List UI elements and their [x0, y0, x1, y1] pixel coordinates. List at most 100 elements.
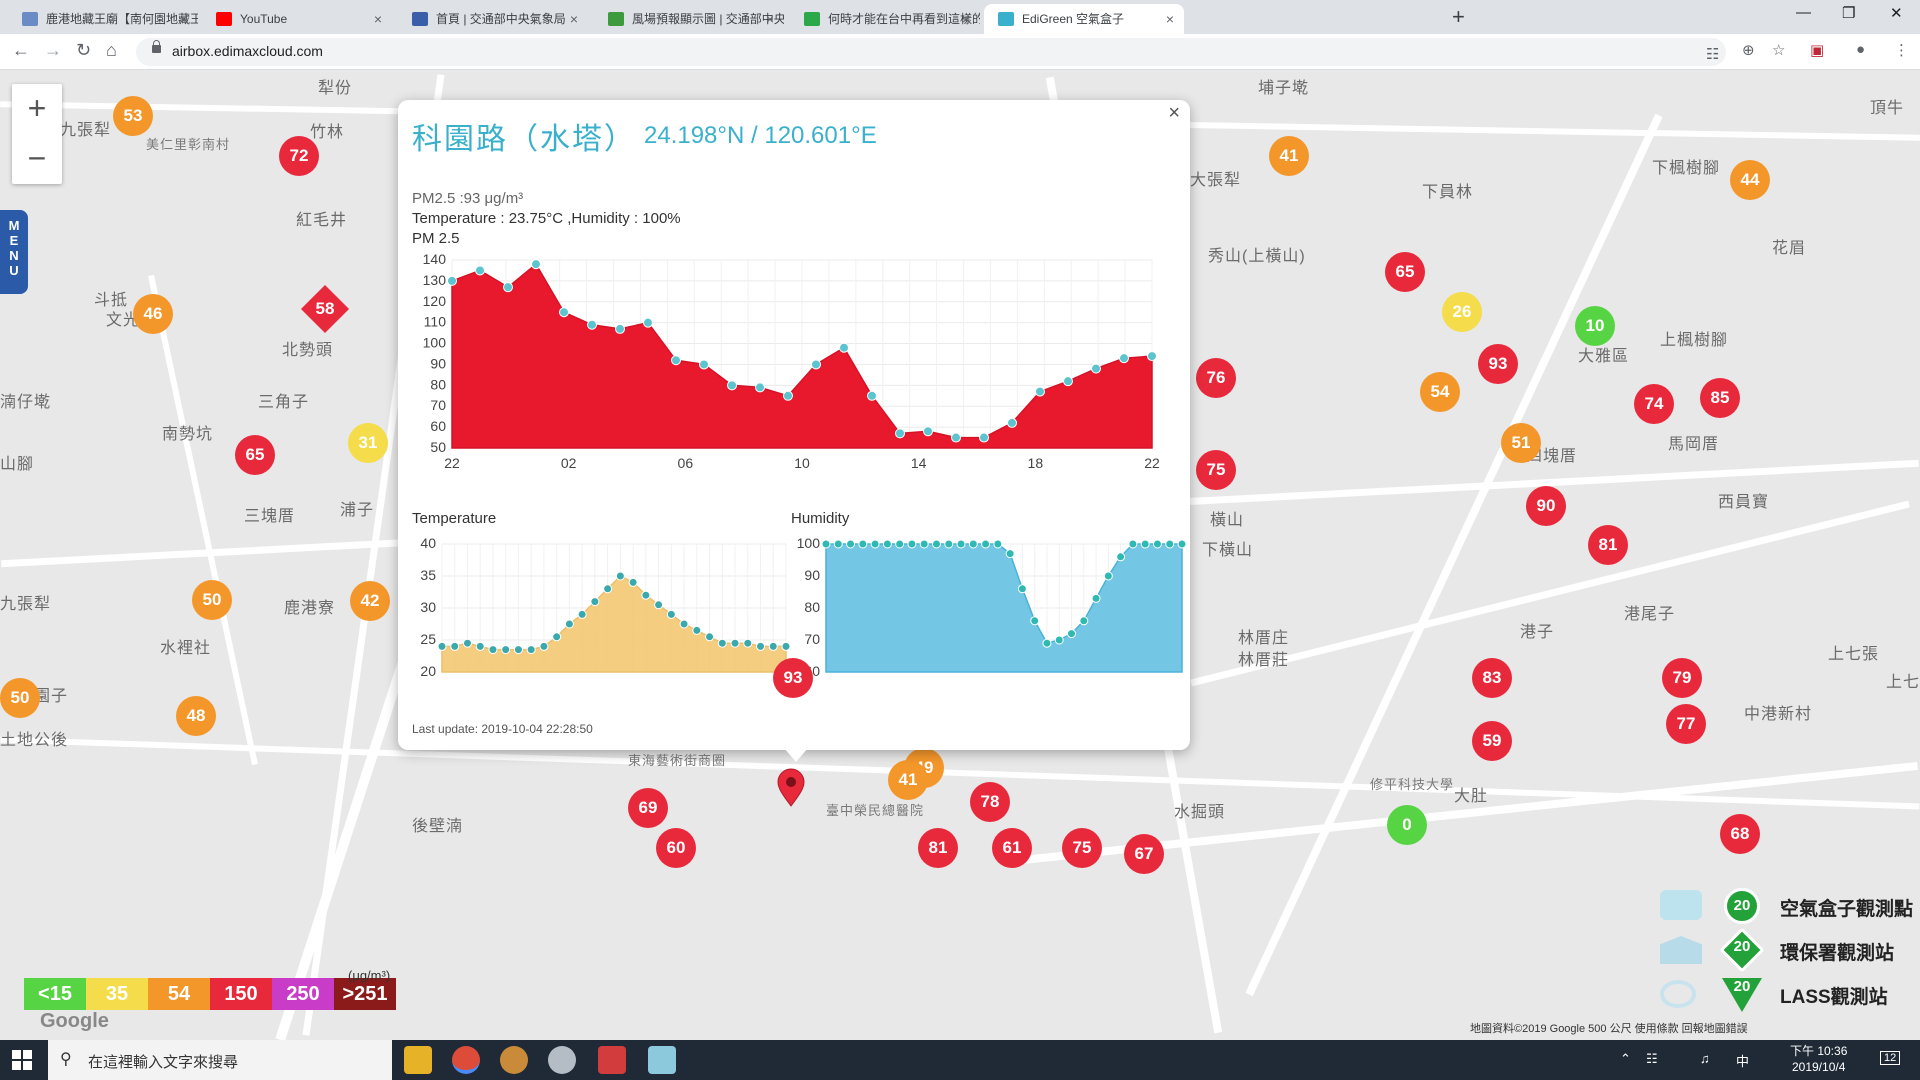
data-point[interactable]: [641, 590, 651, 600]
browser-tab[interactable]: 鹿港地藏王廟【南何園地藏王廟】×: [8, 4, 198, 34]
data-point[interactable]: [488, 645, 498, 655]
app-icon[interactable]: [598, 1046, 626, 1074]
data-point[interactable]: [783, 390, 793, 401]
ime-indicator[interactable]: 中: [1736, 1054, 1750, 1069]
data-point[interactable]: [615, 323, 625, 334]
data-point[interactable]: [730, 638, 740, 648]
tray-chevron-icon[interactable]: ⌃: [1620, 1051, 1631, 1066]
airbox-marker[interactable]: 76: [1196, 358, 1236, 398]
data-point[interactable]: [564, 619, 574, 629]
data-point[interactable]: [705, 632, 715, 642]
data-point[interactable]: [475, 641, 485, 651]
airbox-marker[interactable]: 93: [1478, 344, 1518, 384]
airbox-marker[interactable]: 10: [1575, 306, 1615, 346]
data-point[interactable]: [699, 359, 709, 370]
data-point[interactable]: [1116, 552, 1126, 562]
windows-start-icon[interactable]: [12, 1050, 32, 1070]
data-point[interactable]: [1128, 539, 1138, 549]
airbox-marker[interactable]: 53: [113, 96, 153, 136]
data-point[interactable]: [839, 342, 849, 353]
data-point[interactable]: [882, 539, 892, 549]
airbox-marker[interactable]: 75: [1062, 828, 1102, 868]
data-point[interactable]: [628, 577, 638, 587]
airbox-marker[interactable]: 77: [1666, 704, 1706, 744]
data-point[interactable]: [501, 645, 511, 655]
zoom-out-button[interactable]: −: [27, 140, 47, 176]
airbox-marker[interactable]: 90: [1526, 486, 1566, 526]
bookmark-star-icon[interactable]: ☆: [1772, 42, 1786, 59]
airbox-marker[interactable]: 26: [1442, 292, 1482, 332]
data-point[interactable]: [475, 265, 485, 276]
data-point[interactable]: [666, 609, 676, 619]
data-point[interactable]: [895, 428, 905, 439]
data-point[interactable]: [979, 432, 989, 443]
data-point[interactable]: [526, 645, 536, 655]
tab-close-icon[interactable]: ×: [1165, 11, 1174, 27]
data-point[interactable]: [513, 645, 523, 655]
data-point[interactable]: [981, 539, 991, 549]
data-point[interactable]: [870, 539, 880, 549]
data-point[interactable]: [1103, 571, 1113, 581]
chrome-icon[interactable]: [452, 1046, 480, 1074]
data-point[interactable]: [679, 619, 689, 629]
tab-close-icon[interactable]: ×: [569, 11, 578, 27]
airbox-marker[interactable]: 67: [1124, 834, 1164, 874]
data-point[interactable]: [447, 275, 457, 286]
profile-icon[interactable]: ●: [1856, 41, 1866, 58]
airbox-marker[interactable]: 31: [348, 423, 388, 463]
data-point[interactable]: [1177, 539, 1187, 549]
airbox-marker[interactable]: 48: [176, 696, 216, 736]
data-point[interactable]: [833, 539, 843, 549]
airbox-marker[interactable]: 65: [1385, 252, 1425, 292]
data-point[interactable]: [717, 638, 727, 648]
data-point[interactable]: [931, 539, 941, 549]
taskbar-search[interactable]: ⚲ 在這裡輸入文字來搜尋: [48, 1040, 392, 1080]
new-tab-button[interactable]: +: [1452, 4, 1465, 29]
airbox-marker[interactable]: 81: [918, 828, 958, 868]
epa-station-marker[interactable]: 58: [300, 284, 350, 334]
data-point[interactable]: [1067, 629, 1077, 639]
selected-location-pin-icon[interactable]: [776, 768, 806, 808]
home-icon[interactable]: ⌂: [106, 40, 117, 60]
airbox-marker[interactable]: 46: [133, 294, 173, 334]
data-point[interactable]: [1005, 549, 1015, 559]
tab-close-icon[interactable]: ×: [961, 11, 970, 27]
data-point[interactable]: [1091, 593, 1101, 603]
data-point[interactable]: [1165, 539, 1175, 549]
data-point[interactable]: [811, 359, 821, 370]
data-point[interactable]: [692, 625, 702, 635]
browser-tab[interactable]: 風場預報顯示圖 | 交通部中央氣象×: [594, 4, 784, 34]
app-icon[interactable]: [500, 1046, 528, 1074]
browser-tab[interactable]: YouTube ×: [202, 4, 392, 34]
close-window-button[interactable]: ✕: [1890, 5, 1903, 22]
airbox-marker[interactable]: 81: [1588, 525, 1628, 565]
close-icon[interactable]: ×: [1168, 102, 1180, 124]
airbox-marker[interactable]: 75: [1196, 450, 1236, 490]
airbox-marker[interactable]: 0: [1387, 805, 1427, 845]
airbox-marker[interactable]: 42: [350, 581, 390, 621]
airbox-marker[interactable]: 85: [1700, 378, 1740, 418]
address-bar[interactable]: airbox.edimaxcloud.com ☷: [136, 38, 1726, 66]
data-point[interactable]: [559, 307, 569, 318]
data-point[interactable]: [577, 609, 587, 619]
data-point[interactable]: [907, 539, 917, 549]
tab-close-icon[interactable]: ×: [765, 11, 774, 27]
data-point[interactable]: [539, 641, 549, 651]
airbox-marker[interactable]: 60: [656, 828, 696, 868]
data-point[interactable]: [727, 380, 737, 391]
notification-count[interactable]: 12: [1880, 1051, 1901, 1065]
forward-icon[interactable]: →: [44, 40, 62, 60]
zoom-icon[interactable]: ⊕: [1742, 42, 1755, 59]
data-point[interactable]: [895, 539, 905, 549]
map-canvas[interactable]: 犁份 埔子墘 頂牛 九張犁 竹林 美仁里彰南村 大張犁 下員林 下楓樹腳 紅毛井 花眉 秀山(上橫山)…: [0, 70, 1920, 1040]
data-point[interactable]: [1054, 635, 1064, 645]
tab-close-icon[interactable]: ×: [373, 11, 382, 27]
data-point[interactable]: [821, 539, 831, 549]
data-point[interactable]: [858, 539, 868, 549]
airbox-marker[interactable]: 44: [1730, 160, 1770, 200]
data-point[interactable]: [951, 432, 961, 443]
back-icon[interactable]: ←: [12, 40, 30, 60]
airbox-marker[interactable]: 50: [192, 580, 232, 620]
data-point[interactable]: [1042, 638, 1052, 648]
